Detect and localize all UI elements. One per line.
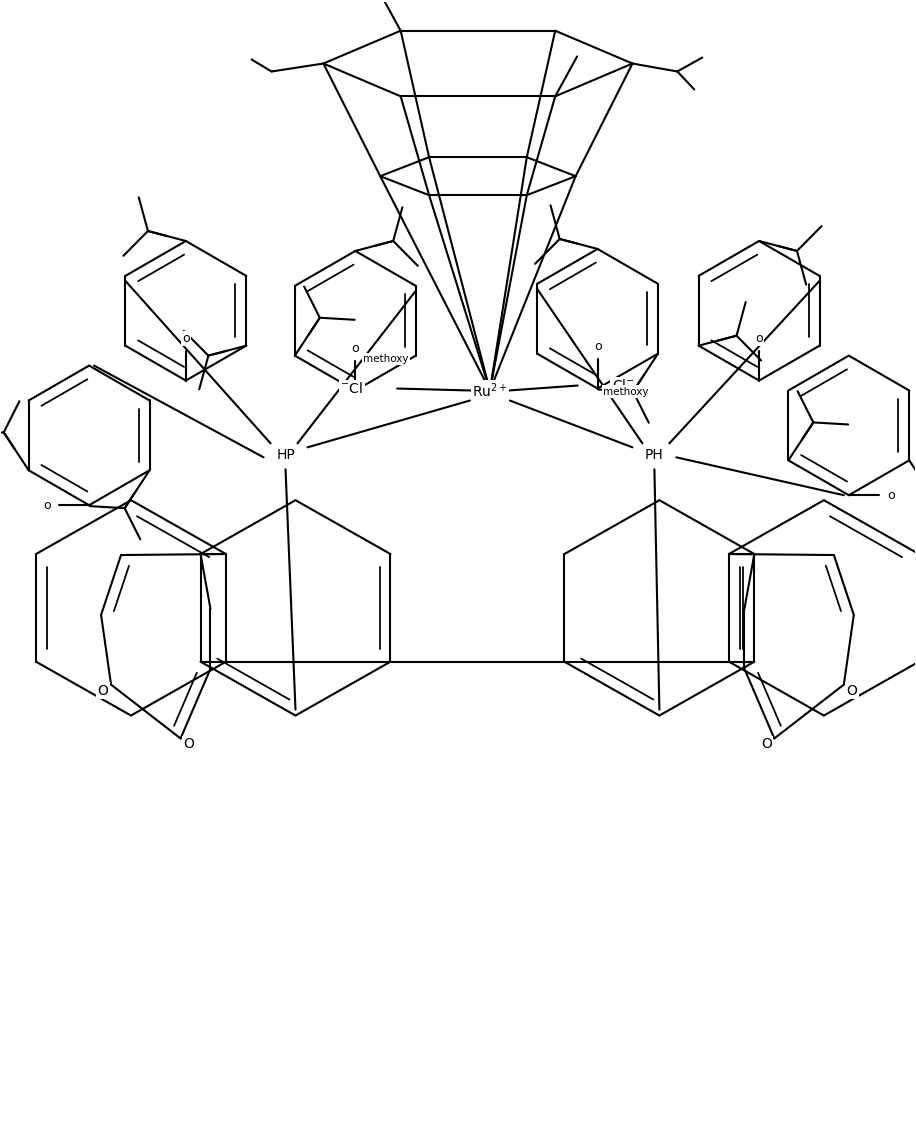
Text: O: O [846, 684, 857, 698]
Text: o: o [887, 489, 895, 501]
Text: o: o [756, 332, 763, 345]
Text: O: O [98, 684, 108, 698]
Text: O: O [183, 737, 194, 752]
Text: Ru$^{2+}$: Ru$^{2+}$ [472, 382, 507, 400]
Text: o: o [594, 340, 602, 353]
Text: o: o [352, 342, 359, 356]
Text: Cl$^{-}$: Cl$^{-}$ [612, 378, 635, 393]
Text: O: O [761, 737, 772, 752]
Text: o: o [182, 332, 190, 345]
Text: PH: PH [645, 448, 664, 463]
Text: HP: HP [276, 448, 295, 463]
Text: o: o [43, 499, 51, 511]
Text: methoxy: methoxy [603, 386, 648, 396]
Text: $^{-}$Cl: $^{-}$Cl [341, 380, 364, 396]
Text: methoxy: methoxy [364, 353, 409, 364]
